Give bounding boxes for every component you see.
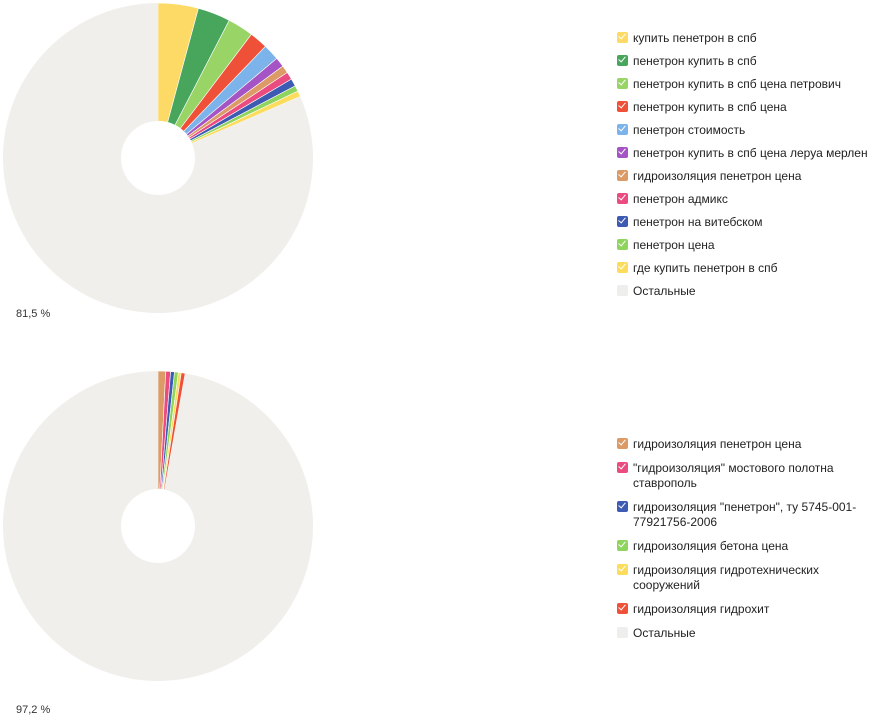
legend-checkbox[interactable] [617, 146, 628, 158]
legend-label: гидроизоляция "пенетрон", ту 5745-001-77… [633, 500, 857, 529]
pie-chart-1: 81,5 % купить пенетрон в спб пенетрон куп… [0, 0, 887, 360]
legend-item[interactable]: пенетрон купить в спб цена леруа мерлен [617, 146, 885, 161]
legend-item[interactable]: пенетрон на витебском [617, 215, 885, 230]
legend-checkbox[interactable] [617, 192, 628, 204]
legend-label: пенетрон купить в спб цена петрович [633, 77, 841, 91]
checkmark-icon [618, 602, 626, 611]
checkmark-icon [618, 539, 626, 548]
pie-slice-11[interactable] [190, 90, 301, 144]
legend-checkbox[interactable] [617, 461, 628, 473]
pie-slice-7[interactable] [3, 371, 313, 681]
legend-checkbox[interactable] [617, 500, 628, 512]
legend-label: пенетрон купить в спб [633, 54, 757, 68]
checkmark-icon [618, 192, 626, 201]
pie-chart-2: 97,2 % гидроизоляция пенетрон цена "гидро… [0, 362, 887, 722]
legend-item[interactable]: где купить пенетрон в спб [617, 261, 885, 276]
legend-item[interactable]: гидроизоляция пенетрон цена [617, 169, 885, 184]
checkmark-icon [618, 215, 626, 224]
checkmark-icon [618, 500, 626, 509]
checkmark-icon [618, 123, 626, 132]
pie-chart-2-graphic [3, 370, 313, 681]
legend-label: гидроизоляция пенетрон цена [633, 437, 802, 451]
checkmark-icon [618, 461, 626, 470]
legend-label: пенетрон цена [633, 238, 715, 252]
legend-item[interactable]: пенетрон адмикс [617, 192, 885, 207]
legend-label: гидроизоляция пенетрон цена [633, 169, 802, 183]
legend-checkbox[interactable] [617, 238, 628, 250]
legend-checkbox[interactable] [617, 169, 628, 181]
legend-checkbox[interactable] [617, 563, 628, 575]
pie-chart-1-graphic [3, 2, 314, 313]
legend-checkbox[interactable] [617, 215, 628, 227]
legend-label: гидроизоляция бетона цена [633, 539, 789, 553]
legend-checkbox[interactable] [617, 437, 628, 449]
legend-checkbox[interactable] [617, 539, 628, 551]
checkmark-icon [618, 437, 626, 446]
legend-checkbox[interactable] [617, 100, 628, 112]
checkmark-icon [618, 77, 626, 86]
legend-item[interactable]: Остальные [617, 626, 885, 641]
legend-item[interactable]: гидроизоляция бетона цена [617, 539, 885, 554]
legend-item[interactable]: гидроизоляция "пенетрон", ту 5745-001-77… [617, 500, 885, 530]
checkmark-icon [618, 54, 626, 63]
checkmark-icon [618, 31, 626, 40]
legend-label: Остальные [633, 284, 696, 298]
pie-chart-1-legend: купить пенетрон в спб пенетрон купить в с… [617, 31, 885, 307]
legend-item[interactable]: пенетрон купить в спб [617, 54, 885, 69]
legend-label: купить пенетрон в спб [633, 31, 757, 45]
legend-item[interactable]: "гидроизоляция" мостового полотна ставро… [617, 461, 885, 491]
pie-chart-1-percent-label: 81,5 % [16, 308, 51, 320]
legend-label: гидроизоляция гидрохит [633, 602, 770, 616]
legend-checkbox[interactable] [617, 123, 628, 135]
legend-item[interactable]: пенетрон купить в спб цена [617, 100, 885, 115]
legend-checkbox[interactable] [617, 77, 628, 89]
legend-label: пенетрон адмикс [633, 192, 728, 206]
legend-label: пенетрон купить в спб цена [633, 100, 787, 114]
legend-checkbox[interactable] [617, 31, 628, 43]
legend-checkbox[interactable] [617, 54, 628, 66]
legend-item[interactable]: пенетрон цена [617, 238, 885, 253]
legend-label: где купить пенетрон в спб [633, 261, 778, 275]
legend-label: пенетрон купить в спб цена леруа мерлен [633, 146, 868, 160]
checkmark-icon [618, 169, 626, 178]
legend-checkbox[interactable] [617, 285, 628, 296]
pie-chart-2-legend: гидроизоляция пенетрон цена "гидроизоляци… [617, 437, 885, 650]
pie-slice-12[interactable] [3, 3, 314, 313]
legend-label: гидроизоляция гидротехнических сооружени… [633, 563, 819, 592]
checkmark-icon [618, 146, 626, 155]
legend-item[interactable]: гидроизоляция гидрохит [617, 602, 885, 617]
checkmark-icon [618, 261, 626, 270]
legend-label: Остальные [633, 626, 696, 640]
legend-item[interactable]: пенетрон стоимость [617, 123, 885, 138]
checkmark-icon [618, 100, 626, 109]
legend-label: пенетрон стоимость [633, 123, 746, 137]
legend-item[interactable]: пенетрон купить в спб цена петрович [617, 77, 885, 92]
legend-item[interactable]: гидроизоляция гидротехнических сооружени… [617, 563, 885, 593]
checkmark-icon [618, 563, 626, 572]
legend-checkbox[interactable] [617, 627, 628, 638]
legend-item[interactable]: Остальные [617, 284, 885, 299]
legend-checkbox[interactable] [617, 261, 628, 273]
legend-label: "гидроизоляция" мостового полотна ставро… [633, 461, 834, 490]
legend-checkbox[interactable] [617, 602, 628, 614]
checkmark-icon [618, 238, 626, 247]
legend-label: пенетрон на витебском [633, 215, 763, 229]
legend-item[interactable]: гидроизоляция пенетрон цена [617, 437, 885, 452]
legend-item[interactable]: купить пенетрон в спб [617, 31, 885, 46]
pie-chart-2-percent-label: 97,2 % [16, 704, 51, 716]
